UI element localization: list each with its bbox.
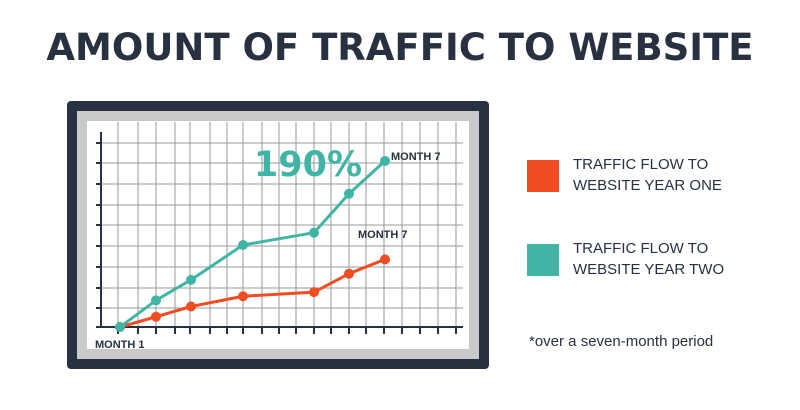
series-2-point [309,227,319,238]
legend-swatch-year-one [527,160,559,192]
footnote: *over a seven-month period [529,333,714,350]
month-7-label-year-one: MONTH 7 [358,229,408,241]
series-2-point [186,274,196,285]
month-1-label: MONTH 1 [95,339,145,351]
series-1-point [151,311,161,322]
series-1-point [344,268,354,279]
series-1-point [309,287,319,298]
series-2-point [151,295,161,306]
chart-title: AMOUNT OF TRAFFIC TO WEBSITE [46,26,754,69]
series-1-point [186,301,196,312]
series-1-point [238,291,248,302]
chart-series [115,155,390,332]
series-2-point [344,188,354,199]
chart-screen [87,121,469,349]
legend-item-year-one: TRAFFIC FLOW TO WEBSITE YEAR ONE [527,154,777,196]
legend-label-year-two: TRAFFIC FLOW TO WEBSITE YEAR TWO [573,240,725,278]
series-2-point [238,240,248,250]
legend-label-year-one: TRAFFIC FLOW TO WEBSITE YEAR ONE [573,156,722,194]
legend-swatch-year-two [527,244,559,276]
series-2-point [115,322,125,332]
growth-percent-annotation: 190% [254,145,362,185]
legend-item-year-two: TRAFFIC FLOW TO WEBSITE YEAR TWO [527,238,777,280]
chart-axes [96,132,463,334]
series-2-point [380,155,390,166]
month-7-label-year-two: MONTH 7 [391,151,441,163]
series-1-point [380,254,390,265]
